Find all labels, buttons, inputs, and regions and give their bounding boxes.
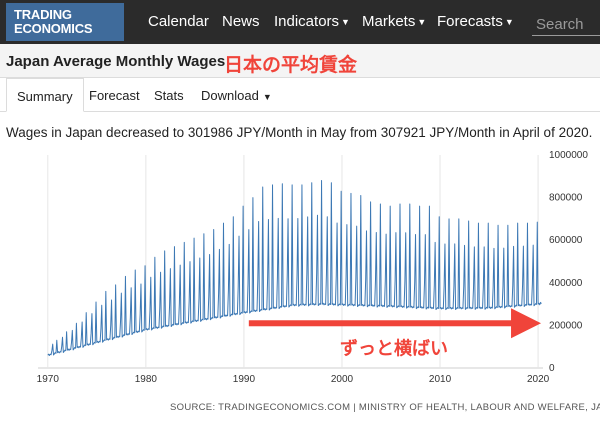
tab-summary[interactable]: Summary bbox=[6, 78, 84, 112]
tab-summary-label: Summary bbox=[17, 89, 73, 104]
trading-economics-logo[interactable]: TRADING ECONOMICS bbox=[6, 3, 124, 41]
x-tick-label: 2020 bbox=[527, 374, 550, 385]
y-tick-label: 0 bbox=[549, 363, 555, 374]
series-line bbox=[47, 180, 542, 356]
tab-forecast[interactable]: Forecast bbox=[89, 78, 140, 112]
search-input[interactable] bbox=[532, 8, 600, 36]
nav-news[interactable]: News bbox=[222, 13, 260, 30]
x-tick-label: 1970 bbox=[37, 374, 60, 385]
y-tick-label: 400000 bbox=[549, 278, 583, 289]
y-tick-label: 800000 bbox=[549, 193, 583, 204]
source-credit: SOURCE: TRADINGECONOMICS.COM | MINISTRY … bbox=[170, 402, 600, 413]
nav-news-label: News bbox=[222, 13, 260, 30]
y-axis-ticks: 0 200000 400000 600000 800000 1000000 bbox=[549, 150, 588, 374]
page-title-japanese: 日本の平均賃金 bbox=[224, 55, 358, 76]
annotation-text: ずっと横ばい bbox=[340, 337, 448, 359]
nav-indicators-label: Indicators bbox=[274, 13, 340, 30]
nav-calendar[interactable]: Calendar bbox=[148, 13, 209, 30]
top-navbar: TRADING ECONOMICS Calendar News Indicato… bbox=[0, 0, 600, 44]
x-tick-label: 2000 bbox=[331, 374, 354, 385]
tab-stats[interactable]: Stats bbox=[154, 78, 184, 112]
page-title: Japan Average Monthly Wages bbox=[6, 53, 226, 70]
nav-indicators[interactable]: Indicators ▼ bbox=[274, 13, 350, 30]
y-tick-label: 200000 bbox=[549, 320, 583, 331]
title-bar: Japan Average Monthly Wages 日本の平均賃金 bbox=[0, 44, 600, 78]
tab-download[interactable]: Download ▼ bbox=[201, 78, 272, 112]
nav-forecasts-label: Forecasts bbox=[437, 13, 503, 30]
annotation-arrow-head bbox=[511, 308, 542, 339]
annotation-arrow-shaft bbox=[248, 320, 514, 327]
tab-download-label: Download bbox=[201, 88, 259, 103]
caret-down-icon: ▼ bbox=[504, 17, 514, 27]
caret-down-icon: ▼ bbox=[417, 17, 427, 27]
nav-forecasts[interactable]: Forecasts ▼ bbox=[437, 13, 514, 30]
tab-bar: Summary Forecast Stats Download ▼ bbox=[0, 78, 600, 112]
chart-annotation: ずっと横ばい bbox=[248, 308, 542, 359]
caret-down-icon: ▼ bbox=[262, 92, 272, 102]
nav-markets[interactable]: Markets ▼ bbox=[362, 13, 426, 30]
y-tick-label: 1000000 bbox=[549, 150, 588, 161]
nav-markets-label: Markets bbox=[362, 13, 416, 30]
y-tick-label: 600000 bbox=[549, 235, 583, 246]
x-tick-label: 1990 bbox=[233, 374, 256, 385]
wages-line-chart: 0 200000 400000 600000 800000 1000000 1970 198… bbox=[37, 150, 589, 385]
x-tick-label: 1980 bbox=[135, 374, 158, 385]
logo-line-1: TRADING bbox=[14, 7, 72, 22]
x-axis-ticks: 1970 1980 1990 2000 2010 2020 bbox=[37, 374, 550, 385]
logo-line-2: ECONOMICS bbox=[14, 21, 93, 36]
x-tick-label: 2010 bbox=[429, 374, 452, 385]
summary-text: Wages in Japan decreased to 301986 JPY/M… bbox=[6, 125, 593, 140]
tab-forecast-label: Forecast bbox=[89, 88, 140, 103]
chart-grid bbox=[38, 155, 543, 369]
tab-stats-label: Stats bbox=[154, 88, 184, 103]
caret-down-icon: ▼ bbox=[341, 17, 350, 27]
nav-calendar-label: Calendar bbox=[148, 13, 209, 30]
